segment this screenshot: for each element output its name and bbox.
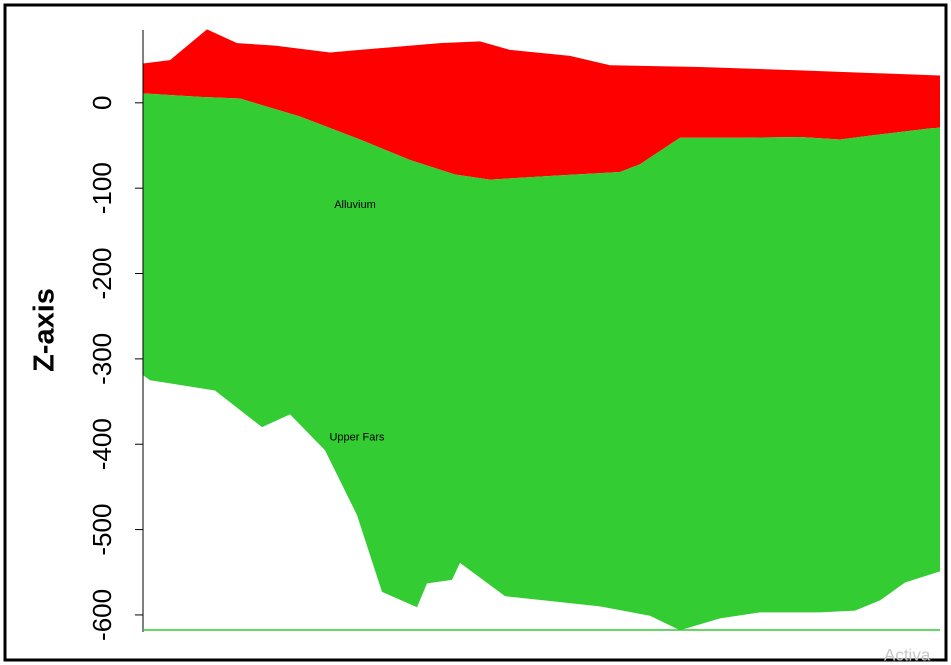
y-tick-label: -600 [87, 589, 117, 641]
annotation: Alluvium [334, 199, 376, 211]
y-tick-label: -500 [87, 504, 117, 556]
y-tick-label: -200 [87, 247, 117, 299]
layer-area [143, 93, 940, 631]
y-tick-label: -400 [87, 418, 117, 470]
y-tick-label: -300 [87, 333, 117, 385]
watermark: Activa [884, 645, 931, 664]
plot-area: 0 -100 -200 -300 -400 -500 -600 Alluvium Upper F… [87, 29, 940, 641]
y-axis-label: Z-axis [29, 288, 61, 372]
annotation: Upper Fars [329, 431, 385, 443]
y-tick-label: 0 [87, 96, 117, 110]
y-tick-label: -100 [87, 162, 117, 214]
layer-area [143, 29, 940, 180]
